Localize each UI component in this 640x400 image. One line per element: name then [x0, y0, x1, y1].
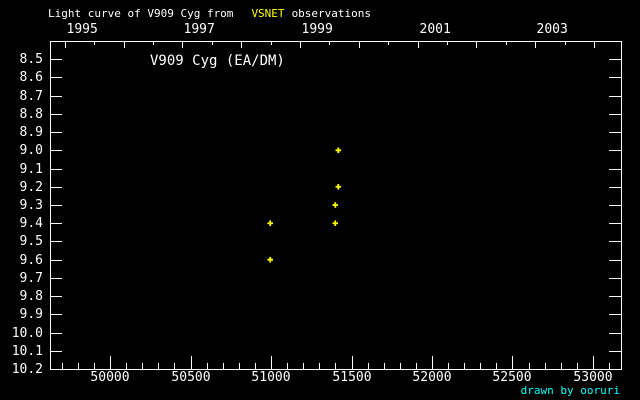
- y-axis-tick-label: 9.8: [20, 289, 43, 304]
- y-axis-tick-label: 9.7: [20, 271, 43, 286]
- y-axis-tick-label: 9.3: [20, 198, 43, 213]
- y-axis-tick-label: 9.9: [20, 307, 43, 322]
- y-axis-tick-label: 9.1: [20, 162, 43, 177]
- x-axis-tick-label: 51500: [332, 370, 371, 385]
- x-axis-tick-label: 51000: [251, 370, 290, 385]
- x-axis-tick-label: 50000: [90, 370, 129, 385]
- y-axis-tick-label: 9.2: [20, 180, 43, 195]
- y-axis-tick-label: 9.5: [20, 234, 43, 249]
- y-axis-tick-label: 9.6: [20, 253, 43, 268]
- chart-title-suffix: observations: [292, 7, 371, 20]
- y-axis-tick-label: 10.2: [12, 362, 43, 377]
- data-point: [335, 147, 342, 154]
- chart-title: Light curve of V909 Cyg from VSNET observa…: [48, 7, 371, 20]
- x-axis-tick-label: 53000: [573, 370, 612, 385]
- y-axis-tick-label: 9.4: [20, 216, 44, 231]
- x-axis-tick-label: 52500: [492, 370, 531, 385]
- axes-layer: 50000 50500 51000 51500 52000 52500 53000 1995 1…: [12, 22, 622, 385]
- chart-title-highlight: VSNET: [251, 7, 284, 20]
- top-axis-year-label: 1999: [302, 22, 333, 37]
- y-axis-tick-label: 8.6: [20, 70, 43, 85]
- chart-title-prefix: Light curve of V909 Cyg from: [48, 7, 234, 20]
- y-axis-tick-label: 8.7: [20, 89, 43, 104]
- y-axis-tick-label: 8.9: [20, 125, 43, 140]
- data-points-layer: [267, 147, 342, 263]
- data-point: [267, 220, 274, 227]
- y-axis-tick-label: 8.5: [20, 52, 43, 67]
- data-point: [332, 202, 339, 208]
- y-axis-tick-label: 8.8: [20, 107, 43, 122]
- top-axis-year-label: 1995: [67, 22, 98, 37]
- y-axis-tick-label: 9.0: [20, 143, 43, 158]
- y-axis-tick-label: 10.1: [12, 344, 43, 359]
- top-axis-year-label: 2003: [537, 22, 568, 37]
- y-axis-tick-label: 10.0: [12, 326, 43, 341]
- data-point: [335, 183, 342, 190]
- x-axis-tick-label: 50500: [171, 370, 210, 385]
- data-point: [267, 256, 274, 263]
- credit-watermark: drawn by ooruri: [521, 384, 620, 397]
- top-axis-year-label: 1997: [184, 22, 215, 37]
- x-axis-tick-label: 52000: [412, 370, 451, 385]
- data-point: [332, 220, 339, 227]
- top-axis-year-label: 2001: [420, 22, 451, 37]
- object-designation-label: V909 Cyg (EA/DM): [150, 53, 285, 69]
